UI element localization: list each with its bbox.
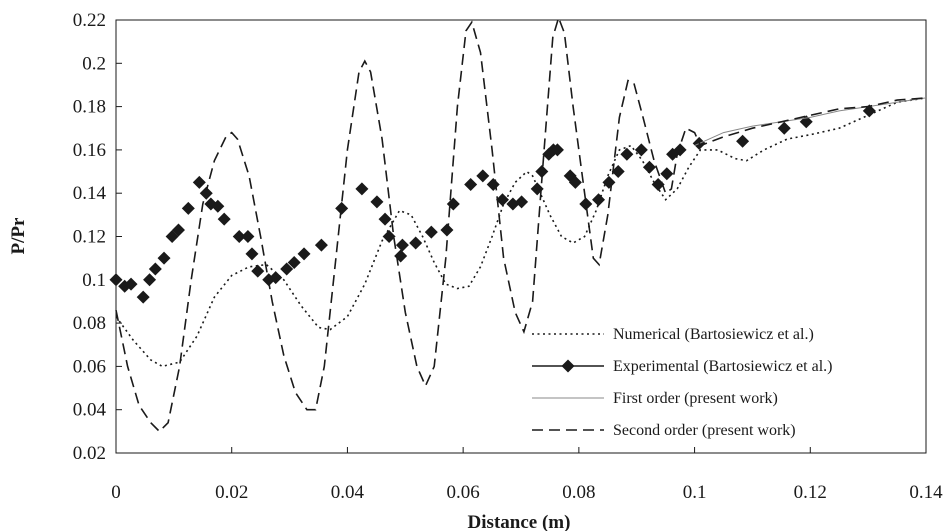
y-tick-label: 0.16 [73, 140, 106, 161]
legend-label: Second order (present work) [613, 422, 796, 439]
y-tick-label: 0.06 [73, 356, 106, 377]
data-point [314, 238, 328, 252]
data-point [171, 223, 185, 237]
data-point [611, 165, 625, 179]
series-second-order-present-work [115, 15, 927, 433]
y-tick-label: 0.14 [73, 183, 107, 204]
y-tick-label: 0.02 [73, 443, 106, 464]
data-point [251, 264, 265, 278]
y-tick-label: 0.18 [73, 97, 106, 118]
x-tick-label: 0.1 [683, 482, 707, 503]
x-tick-label: 0 [111, 482, 121, 503]
data-point [568, 175, 582, 189]
data-point [495, 193, 509, 207]
x-tick-label: 0.12 [794, 482, 827, 503]
data-point [777, 121, 791, 135]
axis-ticks [115, 19, 927, 454]
data-point [634, 143, 648, 157]
data-point [287, 255, 301, 269]
data-point [660, 167, 674, 181]
data-point [232, 230, 246, 243]
legend-label: Numerical (Bartosiewicz et al.) [613, 326, 814, 343]
data-point [862, 104, 876, 118]
data-point [109, 273, 123, 287]
data-point [530, 182, 544, 196]
data-point [535, 165, 549, 179]
data-point [269, 271, 283, 285]
data-point [486, 178, 500, 192]
data-point [217, 212, 231, 226]
data-point [143, 273, 157, 287]
data-point [506, 197, 520, 211]
y-tick-label: 0.12 [73, 227, 106, 248]
data-point [378, 212, 392, 226]
series-line [115, 15, 927, 433]
tick-labels: 0.02 0.04 0.06 0.08 0.1 0.12 0.14 0.16 0.18 0.2 0.… [73, 10, 943, 503]
series-experimental-bartosiewicz-et-al [109, 104, 876, 304]
data-point [550, 143, 564, 157]
y-tick-label: 0.2 [82, 53, 106, 74]
legend-item: Numerical (Bartosiewicz et al.) [532, 326, 814, 343]
legend-item: Experimental (Bartosiewicz et al.) [532, 358, 832, 375]
data-point [464, 178, 478, 192]
data-point [192, 175, 206, 189]
y-tick-label: 0.1 [82, 270, 106, 291]
data-point [476, 169, 490, 183]
data-point [241, 230, 255, 243]
series-line [694, 97, 927, 147]
x-tick-label: 0.14 [909, 482, 943, 503]
y-tick-label: 0.22 [73, 10, 106, 31]
data-point [440, 223, 454, 237]
data-point [245, 247, 259, 261]
data-point [592, 193, 606, 207]
x-tick-label: 0.02 [215, 482, 248, 503]
data-point [736, 134, 750, 148]
data-point [157, 251, 171, 265]
data-point [424, 225, 438, 239]
y-tick-label: 0.04 [73, 400, 107, 421]
series-first-order-present-work [694, 97, 927, 147]
data-point [602, 175, 616, 189]
x-tick-label: 0.06 [447, 482, 480, 503]
y-tick-label: 0.08 [73, 313, 106, 334]
legend-item: First order (present work) [532, 390, 778, 407]
series-layer [109, 15, 927, 433]
legend: Numerical (Bartosiewicz et al.) Experimen… [532, 326, 832, 439]
data-point [620, 147, 634, 161]
data-point [136, 290, 150, 304]
data-point [651, 178, 665, 192]
data-point [148, 262, 162, 276]
legend-label: First order (present work) [613, 390, 778, 407]
legend-label: Experimental (Bartosiewicz et al.) [613, 358, 832, 375]
data-point [395, 238, 409, 252]
data-point [370, 195, 384, 209]
data-point [642, 160, 656, 174]
data-point [515, 195, 529, 209]
y-axis-title: P/Pr [8, 217, 29, 254]
legend-marker [561, 359, 575, 373]
data-point [446, 197, 460, 211]
data-point [280, 262, 294, 276]
data-point [579, 197, 593, 211]
data-point [409, 236, 423, 250]
x-axis-title: Distance (m) [468, 512, 571, 531]
legend-item: Second order (present work) [532, 422, 796, 439]
data-point [382, 230, 396, 243]
data-point [124, 277, 138, 291]
x-tick-label: 0.04 [331, 482, 365, 503]
x-tick-label: 0.08 [562, 482, 595, 503]
data-point [181, 201, 195, 215]
data-point [355, 182, 369, 196]
data-point [211, 199, 225, 213]
data-point [297, 247, 311, 261]
